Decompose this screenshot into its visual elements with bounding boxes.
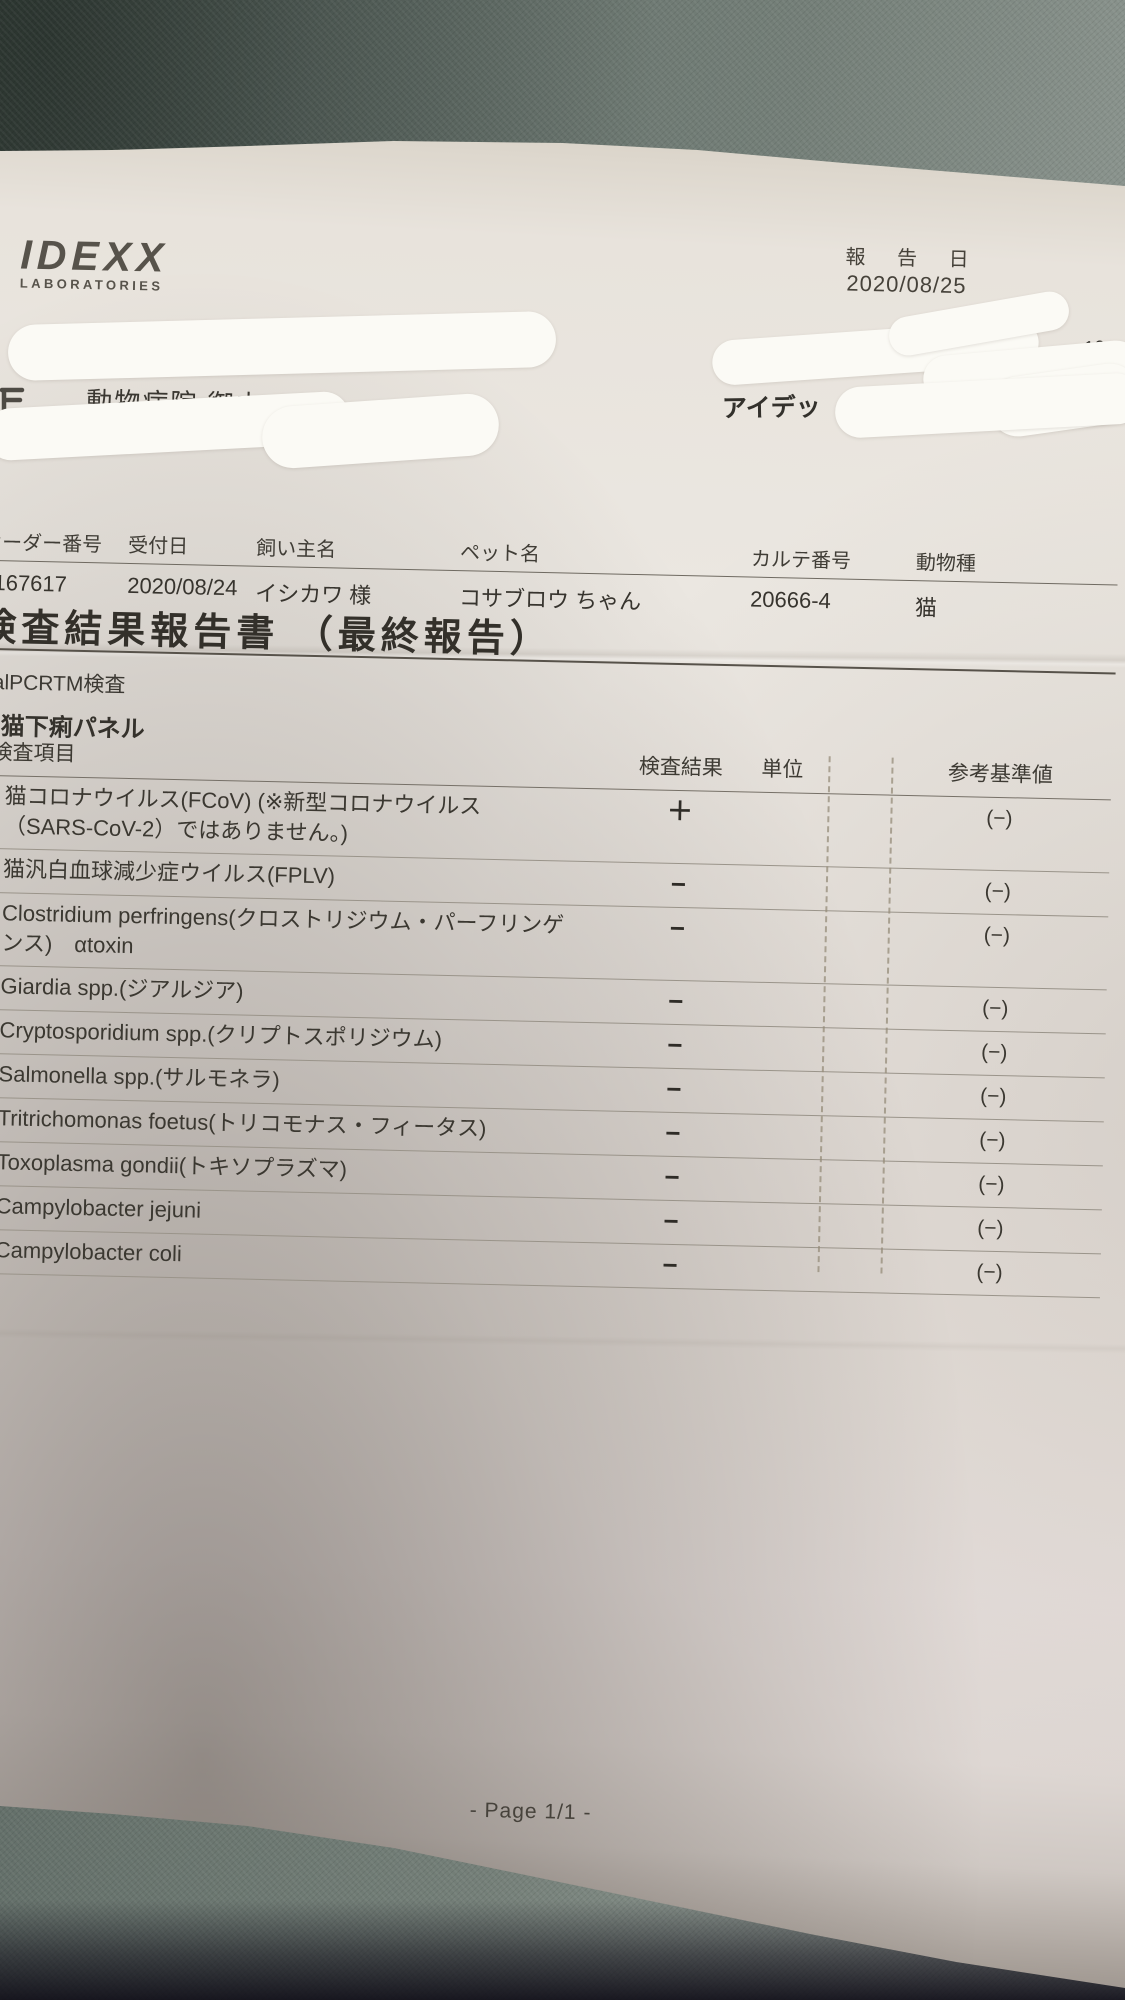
reference-range: (−)	[978, 1172, 1005, 1197]
idexx-logo-subtext: LABORATORIES	[19, 275, 164, 294]
test-method-label: ealPCRTM検査	[0, 670, 126, 697]
test-item-name: Tritrichomonas foetus(トリコモナス・フィータス)	[0, 1105, 487, 1141]
order-info-value: 猫	[914, 595, 938, 621]
test-item-name: Campylobacter coli	[0, 1237, 183, 1267]
reference-range: (−)	[978, 1128, 1006, 1153]
results-table-body: 猫コロナウイルス(FCoV) (※新型コロナウイルス （SARS-CoV-2）で…	[0, 775, 1111, 1299]
redacted-sender-fragment: アイデッ	[721, 393, 822, 423]
idexx-logo: IDEXX LABORATORIES	[19, 231, 169, 294]
test-item-name: Salmonella spp.(サルモネラ)	[0, 1061, 280, 1093]
reference-range: (−)	[986, 806, 1013, 831]
order-info-label: 動物種	[915, 552, 977, 576]
test-result: −	[669, 912, 686, 944]
test-result: −	[662, 1249, 678, 1281]
test-unit	[736, 870, 824, 872]
idexx-logo-text: IDEXX	[19, 231, 169, 281]
order-info-label: 受付日	[127, 534, 189, 559]
test-result: ＋	[666, 795, 694, 827]
test-unit	[735, 914, 823, 916]
reference-range: (−)	[977, 1216, 1004, 1241]
column-header-reference: 参考基準値	[947, 761, 1054, 788]
test-item-name: Giardia spp.(ジアルジア)	[0, 973, 244, 1004]
test-unit	[738, 797, 826, 799]
order-info-value: 20666-4	[749, 586, 832, 614]
reference-range: (−)	[979, 1084, 1007, 1109]
test-result: −	[663, 1205, 679, 1237]
test-unit	[728, 1251, 816, 1253]
test-result: −	[667, 985, 684, 1017]
reference-range: (−)	[983, 923, 1011, 948]
reference-range: (−)	[984, 879, 1012, 904]
test-item-name: Cryptosporidium spp.(クリプトスポリジウム)	[0, 1017, 443, 1052]
test-result: −	[665, 1117, 681, 1149]
redacted-partial-character	[0, 387, 25, 413]
test-unit	[734, 987, 822, 989]
test-item-name: Clostridium perfringens(クロストリジウム・パーフリンゲ …	[1, 900, 565, 959]
reference-range: (−)	[976, 1260, 1003, 1285]
report-date-value: 2020/08/25	[846, 270, 967, 299]
column-header-item: 検査項目	[0, 740, 76, 766]
page-footer: - Page 1/1 -	[469, 1798, 592, 1825]
test-unit	[729, 1207, 817, 1209]
report-date-block: 報 告 日 2020/08/25	[824, 240, 990, 300]
test-item-name: 猫汎白血球減少症ウイルス(FPLV)	[2, 856, 336, 889]
test-item-name: Toxoplasma gondii(トキソプラズマ)	[0, 1149, 348, 1182]
test-result: −	[670, 868, 687, 900]
reference-range: (−)	[981, 996, 1009, 1021]
order-info-label: オーダー番号	[0, 531, 103, 557]
test-result: −	[664, 1161, 680, 1193]
test-item-name: Campylobacter jejuni	[0, 1193, 202, 1223]
test-unit	[731, 1119, 819, 1121]
test-result: −	[665, 1073, 682, 1105]
order-info-label: ペット名	[459, 542, 541, 566]
test-unit	[732, 1075, 820, 1077]
order-info-label: 飼い主名	[255, 537, 337, 562]
results-table: 検査項目 検査結果 単位 参考基準値 猫コロナウイルス(FCoV) (※新型コロ…	[0, 735, 1112, 1299]
test-result: −	[666, 1029, 683, 1061]
order-info-value: 4167617	[0, 569, 68, 597]
report-title: 検査結果報告書 （最終報告）	[0, 606, 554, 662]
column-header-result: 検査結果	[638, 755, 724, 780]
test-unit	[730, 1163, 818, 1165]
column-header-unit: 単位	[761, 757, 804, 782]
order-info-value: 2020/08/24	[126, 572, 238, 601]
test-item-name: 猫コロナウイルス(FCoV) (※新型コロナウイルス （SARS-CoV-2）で…	[3, 783, 482, 846]
report-date-label: 報 告 日	[845, 246, 982, 272]
test-unit	[733, 1031, 821, 1033]
title-rule	[0, 647, 1116, 675]
reference-range: (−)	[980, 1040, 1008, 1065]
order-info-label: カルテ番号	[750, 548, 852, 573]
